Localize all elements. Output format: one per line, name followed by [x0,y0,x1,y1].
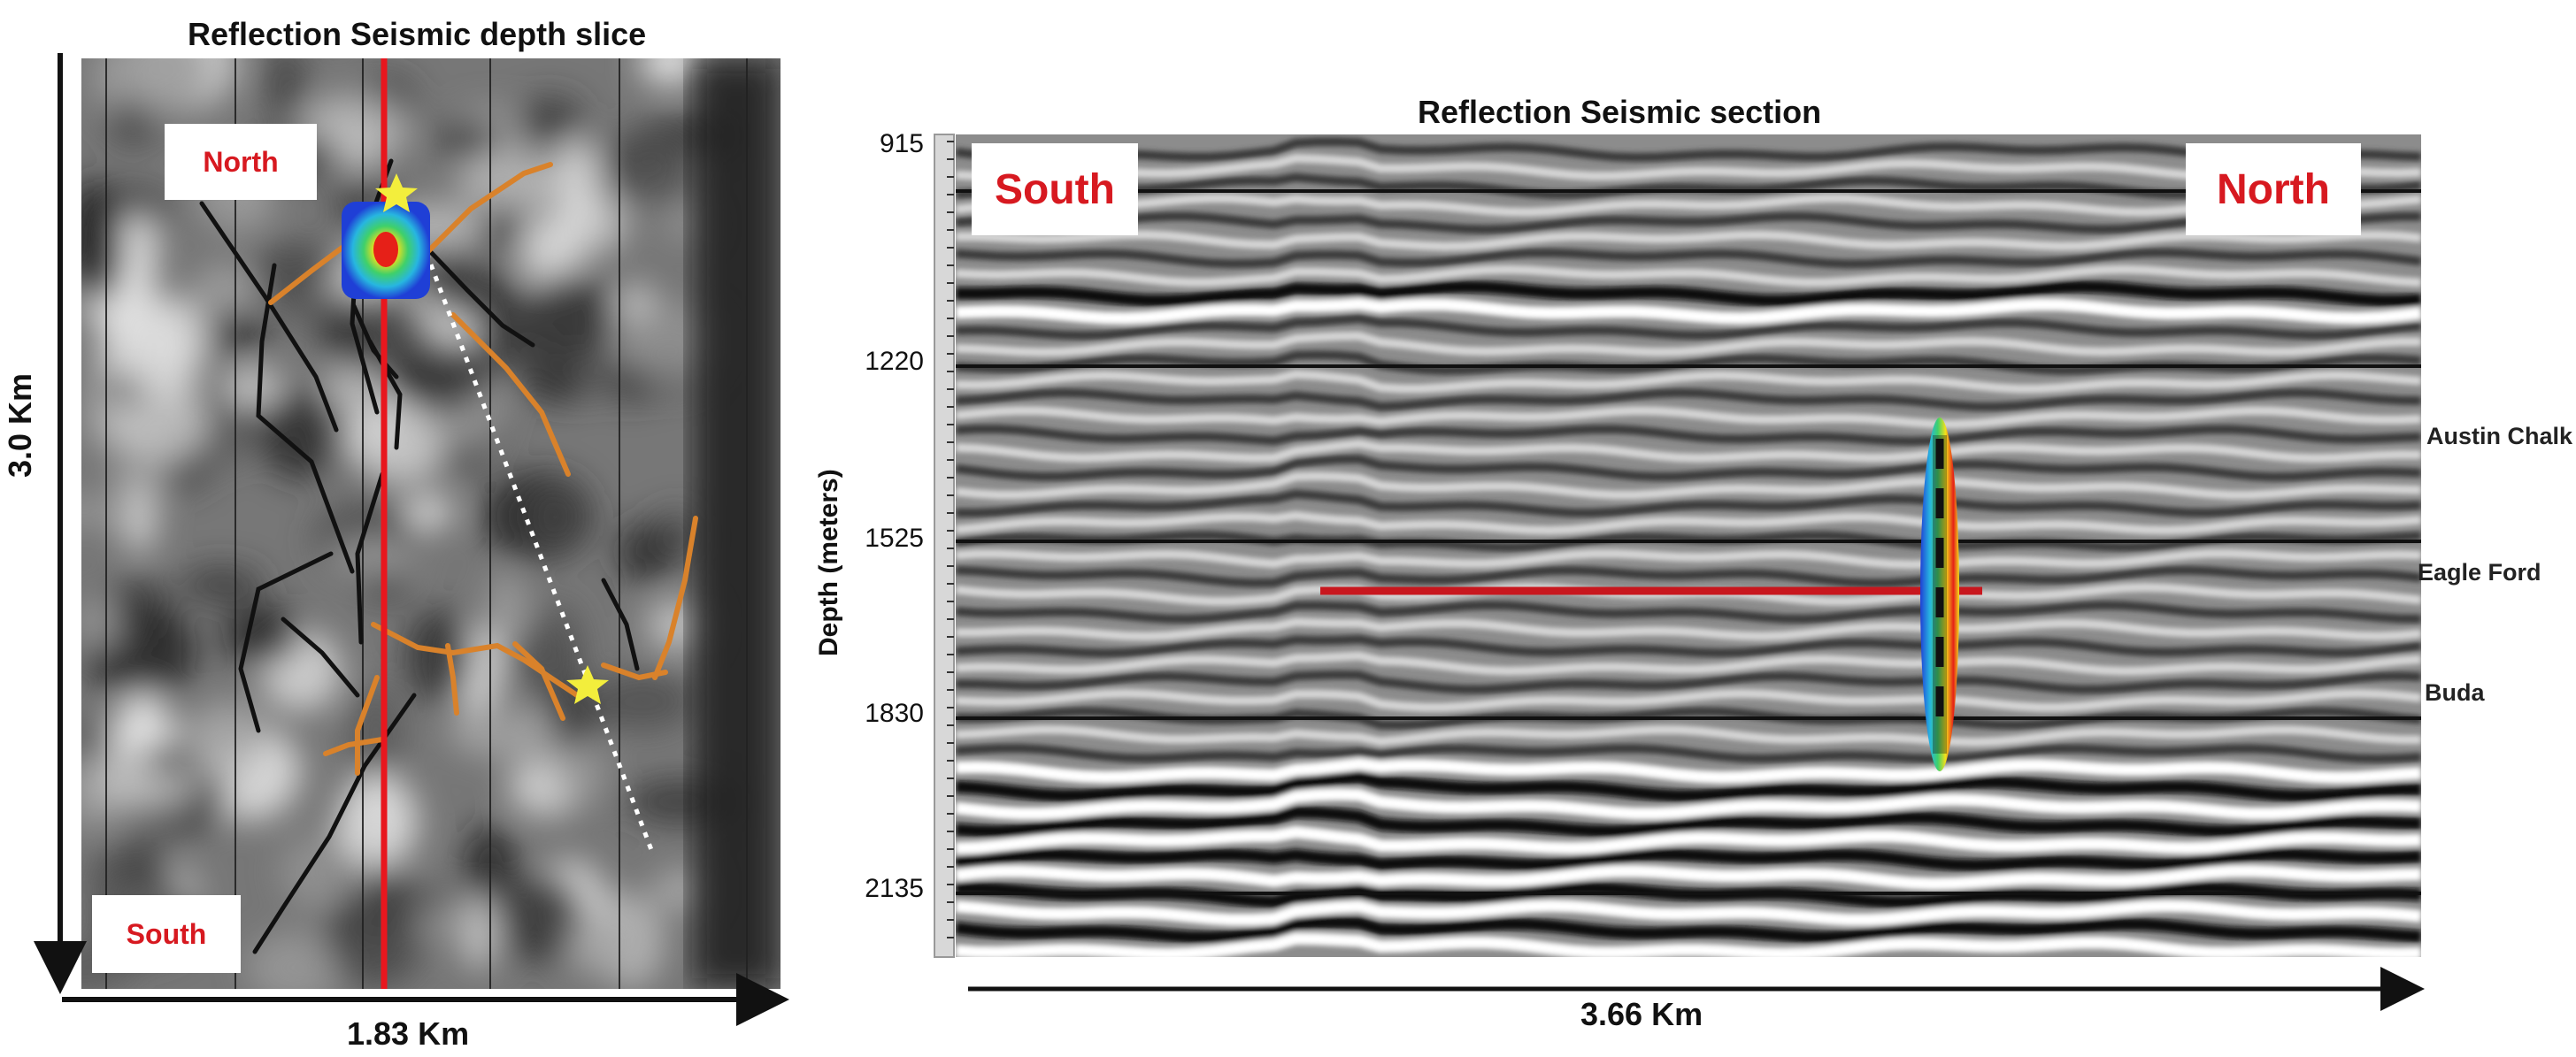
depth-tick-label: 1830 [865,699,924,728]
formation-label-buda: Buda [2425,679,2485,706]
depth-tick-label: 1525 [865,524,924,553]
seismic-section-title: Reflection Seismic section [1418,94,1822,130]
depth-axis-label: Depth (meters) [814,469,843,656]
seismic-section-image [956,134,2421,957]
seismic-section-texture [956,134,2421,957]
orange-fault-lines [268,162,698,776]
formation-label-austin-chalk: Austin Chalk [2426,423,2573,449]
south-label-left: South [92,895,241,973]
horizontal-scale-left: 1.83 Km [347,1015,470,1052]
horizontal-scale-right: 3.66 Km [1580,996,1703,1032]
star-icon [375,173,418,212]
depth-slice-title: Reflection Seismic depth slice [188,16,647,52]
vertical-scale-left: 3.0 Km [2,372,38,478]
depth-tick-label: 1220 [865,347,924,376]
projection-dotted-line [424,252,656,855]
formation-label-eagle-ford: Eagle Ford [2418,559,2541,586]
depth-tick-label: 2135 [865,874,924,903]
star-icon [566,665,609,704]
north-label-right: North [2186,143,2361,235]
depth-axis-bar [934,134,955,958]
north-label-left: North [165,124,317,200]
depth-slice-texture [81,58,780,989]
south-label-right: South [972,143,1138,235]
depth-tick-label: 915 [879,129,924,158]
depth-slice-image [81,58,780,989]
